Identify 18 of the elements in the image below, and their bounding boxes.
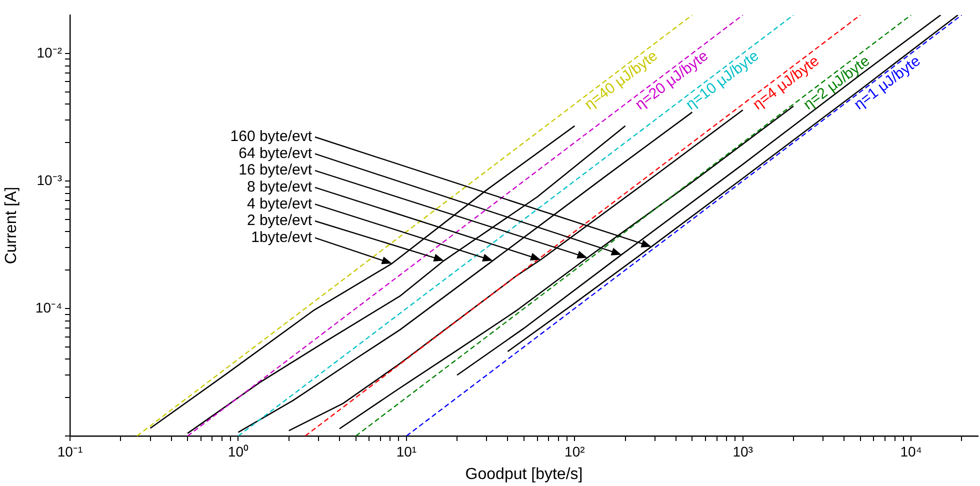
x-tick-label: 10⁰: [228, 443, 248, 460]
annotation: 4 byte/evt: [246, 195, 313, 212]
x-tick-label: 10²: [564, 443, 586, 460]
annotation: 2 byte/evt: [246, 212, 313, 230]
annotation: 8 byte/evt: [246, 178, 313, 196]
y-axis-title: Current [A]: [3, 186, 20, 264]
annotation: 64 byte/evt: [238, 144, 313, 162]
x-axis-title: Goodput [byte/s]: [465, 466, 583, 483]
annotation: 16 byte/evt: [238, 162, 313, 179]
annotation: 160 byte/evt: [230, 128, 313, 146]
x-tick-label: 10³: [732, 443, 754, 460]
x-tick-label: 10¹: [396, 443, 417, 460]
x-tick-label: 10⁻¹: [57, 443, 83, 460]
y-tick-label: 10⁻³: [36, 172, 62, 188]
y-tick-label: 10⁻²: [36, 44, 62, 60]
annotation: 1byte/evt: [251, 228, 313, 246]
x-tick-label: 10⁴: [900, 443, 922, 460]
y-tick-label: 10⁻⁴: [35, 299, 62, 316]
